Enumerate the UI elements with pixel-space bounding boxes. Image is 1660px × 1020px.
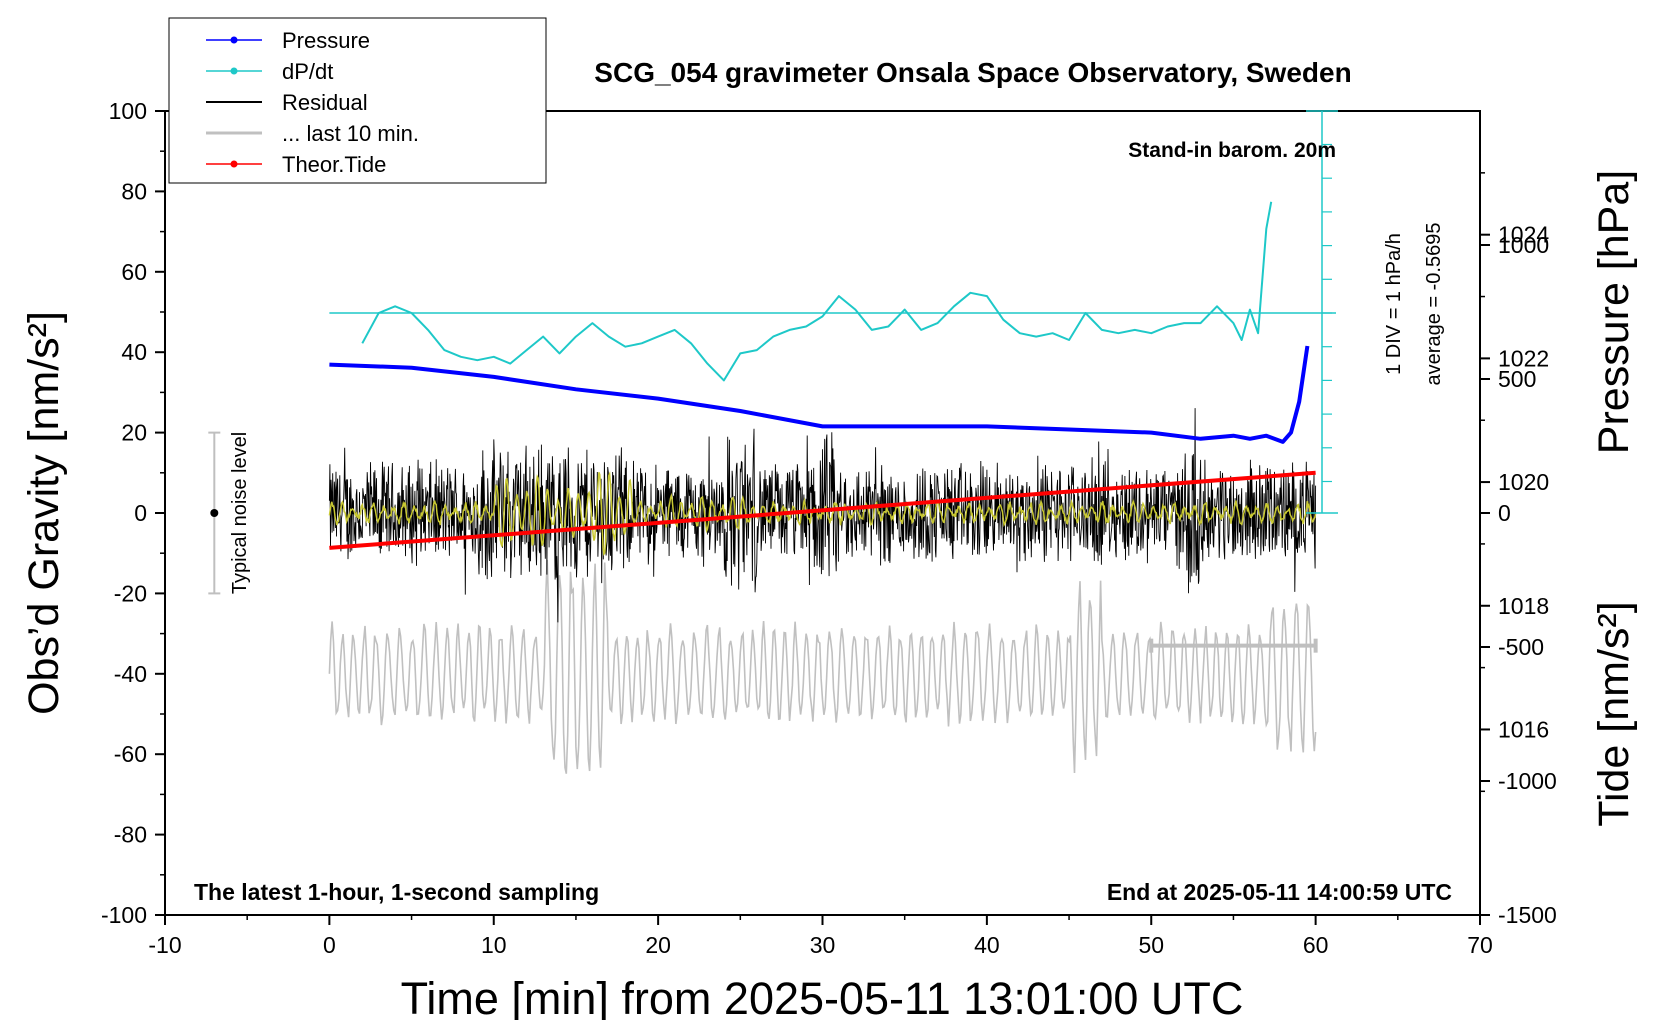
x-tick-label: 30 (810, 932, 836, 958)
last10-line (328, 559, 1317, 774)
pressure-tick-label: 1024 (1498, 222, 1549, 248)
x-tick-label: 10 (481, 932, 507, 958)
x-tick-label: 70 (1467, 932, 1493, 958)
y-tick-label: 0 (134, 500, 147, 526)
legend: Pressure dP/dt Residual ... last 10 min.… (168, 17, 547, 184)
x-tick-label: 60 (1303, 932, 1329, 958)
y-tick-label: 60 (121, 259, 147, 285)
y-tick-label: 20 (121, 420, 147, 446)
pressure-tick-label: 1016 (1498, 716, 1549, 742)
y-axis-label-gravity: Obs’d Gravity [nm/s²] (20, 311, 68, 715)
div-label: 1 DIV = 1 hPa/h (1383, 233, 1405, 375)
pressure-tick-label: 1018 (1498, 593, 1549, 619)
x-tick-label: 40 (974, 932, 1000, 958)
y-tick-label: 40 (121, 339, 147, 365)
x-axis-ticks: -10 0 10 20 30 40 50 60 70 (148, 915, 1493, 958)
tide-tick-label: 1000 (1498, 232, 1549, 258)
tide-tick-label: 0 (1498, 500, 1511, 526)
legend-label-pressure: Pressure (282, 28, 370, 53)
legend-box (168, 17, 547, 184)
pressure-tick-label: 1020 (1498, 469, 1549, 495)
y-axis-ticks: -100 -80 -60 -40 -20 0 20 40 60 80 100 (101, 98, 165, 928)
tide-tick-label: -500 (1498, 634, 1544, 660)
tide-line (329, 470, 1316, 550)
pressure-tick-label: 1022 (1498, 345, 1549, 371)
y-tick-label: -80 (114, 822, 147, 848)
noise-level-label: Typical noise level (229, 432, 251, 594)
noise-bar-dot (210, 509, 219, 517)
dpdt-line (361, 201, 1273, 382)
tide-tick-label: 500 (1498, 366, 1536, 392)
x-tick-label: 0 (323, 932, 336, 958)
chart-title: SCG_054 gravimeter Onsala Space Observat… (594, 57, 1351, 88)
y-tick-label: -100 (101, 902, 147, 928)
annotation-layer (208, 431, 1318, 653)
legend-marker-pressure (230, 36, 238, 44)
y-tick-label: -20 (114, 580, 147, 606)
last-10-min-series (328, 559, 1317, 774)
x-tick-label: 50 (1138, 932, 1164, 958)
y-tick-label: -40 (114, 661, 147, 687)
barometer-note: Stand-in barom. 20m (1128, 139, 1336, 162)
end-time-note: End at 2025-05-11 14:00:59 UTC (1107, 879, 1452, 905)
legend-label-dpdt: dP/dt (282, 59, 333, 84)
tide-tick-label: -1500 (1498, 902, 1557, 928)
average-label: average = -0.5695 (1423, 223, 1445, 386)
y-tick-label: 80 (121, 178, 147, 204)
legend-marker-tide (230, 160, 238, 168)
legend-label-tide: Theor.Tide (282, 152, 386, 177)
legend-label-last10: ... last 10 min. (282, 121, 419, 146)
residual-series (328, 408, 1317, 623)
x-tick-label: -10 (148, 932, 181, 958)
legend-label-residual: Residual (282, 90, 368, 115)
x-axis-label: Time [min] from 2025-05-11 13:01:00 UTC (401, 973, 1244, 1020)
theoretical-tide-series (329, 470, 1316, 550)
y-tick-label: -60 (114, 741, 147, 767)
pressure-series (329, 345, 1310, 444)
smoothed-residual-series (328, 471, 1317, 556)
y-axis-label-tide: Tide [nm/s²] (1590, 601, 1638, 826)
tide-tick-label: -1000 (1498, 768, 1557, 794)
pressure-axis-ticks: 1016 1018 1020 1022 1024 (1480, 172, 1549, 793)
legend-marker-dpdt (230, 67, 238, 75)
y-tick-label: 100 (109, 98, 147, 124)
sampling-note: The latest 1-hour, 1-second sampling (194, 879, 599, 905)
smoothed-line (328, 471, 1317, 556)
dpdt-series (329, 110, 1338, 514)
residual-line (328, 408, 1317, 623)
pressure-line (329, 345, 1310, 444)
tide-axis-ticks: -1500 -1000 -500 0 500 1000 (1480, 232, 1557, 928)
y-axis-label-pressure: Pressure [hPa] (1590, 170, 1638, 454)
x-tick-label: 20 (645, 932, 671, 958)
